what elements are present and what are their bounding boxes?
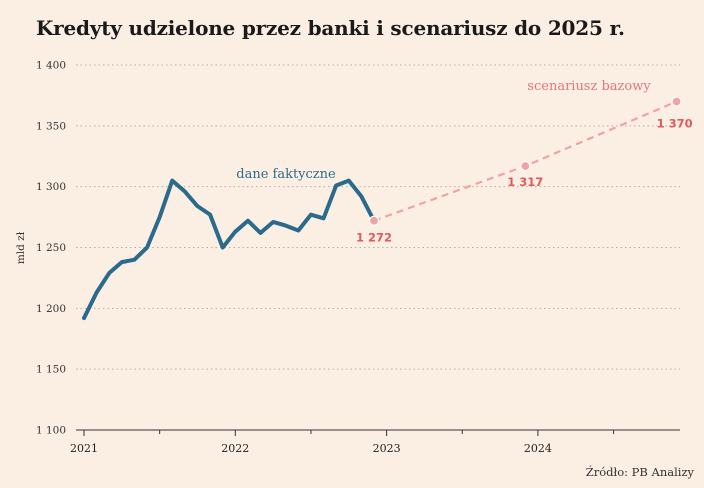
series-group — [82, 96, 682, 321]
chart-title: Kredyty udzielone przez banki i scenariu… — [36, 16, 625, 40]
scenario-value-label: 1 370 — [657, 117, 693, 131]
y-tick-label: 1 300 — [36, 181, 66, 193]
series-label-actual: dane faktyczne — [236, 167, 336, 182]
y-tick-label: 1 100 — [36, 425, 66, 437]
source-note: Źródło: PB Analizy — [585, 465, 694, 479]
data-labels: 1 272 1 317 1 370 — [356, 117, 693, 245]
x-tick-label: 2024 — [524, 442, 552, 455]
scenario-point — [671, 96, 682, 107]
y-tick-label: 1 400 — [36, 60, 66, 72]
x-tick-label: 2021 — [70, 442, 98, 455]
gridlines — [76, 64, 680, 370]
y-tick-label: 1 200 — [36, 303, 66, 315]
scenario-point — [520, 160, 531, 172]
scenario-value-label: 1 272 — [356, 231, 392, 245]
y-axis-label: mld zł — [15, 231, 27, 264]
x-axis: 2021 2022 2023 2024 — [70, 429, 680, 455]
y-tick-label: 1 250 — [36, 242, 66, 254]
scenario-point — [368, 215, 380, 226]
scenario-value-label: 1 317 — [507, 175, 543, 189]
x-tick-label: 2023 — [373, 442, 401, 455]
series-line-actual — [82, 178, 376, 321]
y-tick-label: 1 150 — [36, 364, 66, 376]
y-tick-label: 1 350 — [36, 120, 66, 132]
y-axis-ticks: 1 100 1 150 1 200 1 250 1 300 1 350 1 400 — [36, 60, 66, 437]
x-tick-label: 2022 — [221, 442, 249, 455]
series-label-scenario: scenariusz bazowy — [527, 79, 651, 94]
